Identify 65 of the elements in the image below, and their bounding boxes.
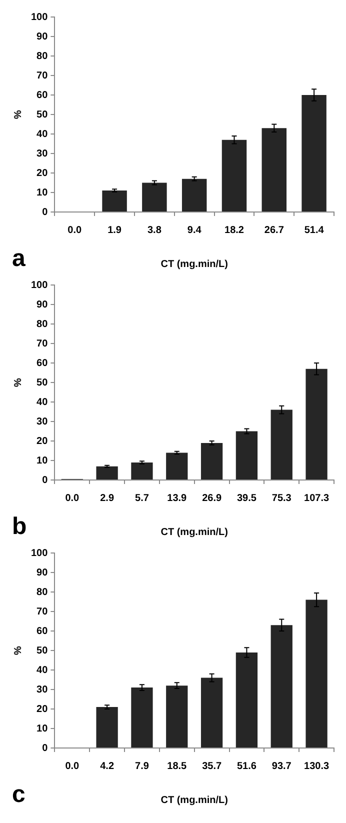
x-tick-label: 75.3: [272, 492, 292, 504]
y-tick-label: 0: [42, 474, 48, 486]
y-tick-label: 10: [36, 455, 48, 466]
y-tick-label: 100: [30, 280, 48, 291]
y-tick-label: 70: [36, 338, 48, 350]
y-tick-label: 60: [36, 358, 48, 369]
x-tick-label: 0.0: [65, 492, 80, 504]
y-tick-label: 90: [36, 31, 48, 42]
x-tick-label: 130.3: [304, 760, 330, 772]
y-tick-label: 100: [30, 548, 48, 559]
y-tick-label: 20: [36, 168, 48, 179]
x-tick-label: 18.5: [167, 760, 188, 772]
x-tick-label: 35.7: [202, 760, 222, 772]
x-tick-label: 2.9: [100, 492, 114, 504]
x-tick-label: 1.9: [108, 224, 122, 236]
y-tick-label: 60: [36, 90, 48, 101]
x-axis-title: CT (mg.min/L): [160, 258, 228, 270]
y-axis-title: %: [12, 646, 24, 655]
y-tick-label: 50: [36, 377, 48, 388]
y-tick-label: 10: [36, 723, 48, 734]
y-tick-label: 50: [36, 109, 48, 120]
y-tick-label: 40: [36, 664, 48, 676]
x-tick-label: 13.9: [167, 492, 188, 504]
y-tick-label: 40: [36, 396, 48, 408]
y-tick-label: 10: [36, 187, 48, 198]
text: c: [12, 781, 26, 808]
y-axis-title: %: [12, 378, 24, 387]
y-tick-label: 80: [36, 318, 48, 330]
x-tick-label: 93.7: [272, 760, 292, 772]
y-tick-label: 30: [36, 684, 48, 696]
y-tick-label: 70: [36, 70, 48, 82]
y-tick-label: 20: [36, 704, 48, 715]
y-tick-label: 40: [36, 128, 48, 140]
text: b: [12, 513, 27, 540]
x-tick-label: 9.4: [187, 224, 202, 236]
x-tick-label: 4.2: [100, 760, 114, 772]
y-tick-label: 80: [36, 586, 48, 598]
x-tick-label: 39.5: [236, 492, 257, 504]
y-tick-label: 80: [36, 50, 48, 62]
y-axis-title: %: [12, 110, 24, 119]
x-tick-label: 5.7: [135, 492, 150, 504]
x-tick-label: 51.4: [304, 224, 324, 236]
x-tick-label: 18.2: [224, 224, 244, 236]
x-axis-title: CT (mg.min/L): [160, 526, 228, 538]
y-tick-label: 60: [36, 626, 48, 637]
x-tick-label: 0.0: [68, 224, 82, 236]
x-tick-label: 0.0: [65, 760, 80, 772]
y-tick-label: 30: [36, 148, 48, 160]
y-tick-label: 70: [36, 606, 48, 618]
y-tick-label: 90: [36, 567, 48, 578]
x-tick-label: 51.6: [236, 760, 257, 772]
y-tick-label: 100: [30, 12, 48, 23]
y-tick-label: 30: [36, 416, 48, 428]
y-tick-label: 20: [36, 436, 48, 447]
y-tick-label: 0: [42, 742, 48, 754]
x-tick-label: 26.9: [202, 492, 222, 504]
x-tick-label: 107.3: [304, 492, 330, 504]
text: a: [12, 245, 26, 272]
x-tick-label: 26.7: [264, 224, 284, 236]
y-tick-label: 0: [42, 206, 48, 218]
y-tick-label: 50: [36, 645, 48, 656]
y-tick-label: 90: [36, 299, 48, 310]
x-axis-title: CT (mg.min/L): [160, 794, 228, 806]
x-tick-label: 3.8: [147, 224, 162, 236]
x-tick-label: 7.9: [135, 760, 150, 772]
